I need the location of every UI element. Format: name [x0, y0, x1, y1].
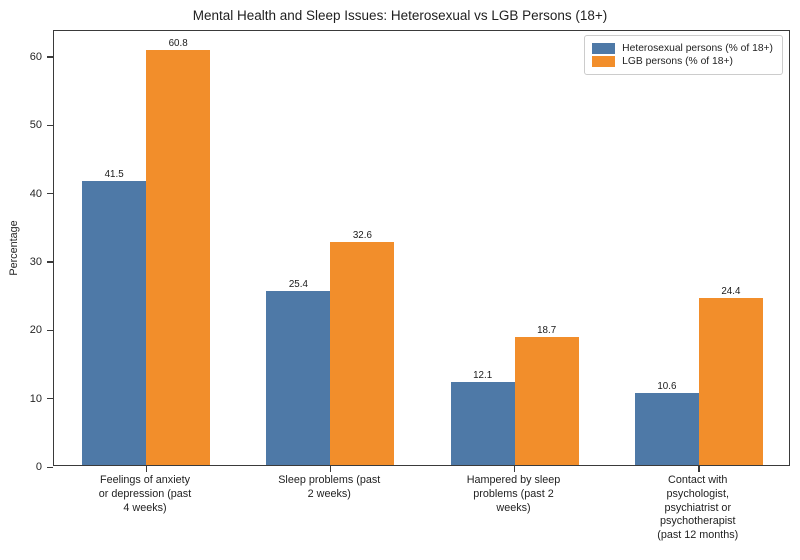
- x-tick-mark: [145, 466, 147, 472]
- x-tick-mark: [514, 466, 516, 472]
- y-tick-label: 30: [29, 255, 42, 268]
- legend-swatch-icon: [592, 56, 616, 67]
- x-tick-label: Feelings of anxiety or depression (past …: [98, 474, 192, 514]
- x-tick-mark: [329, 466, 332, 472]
- legend: Heterosexual persons (% of 18+) LGB perso…: [584, 35, 783, 75]
- bar-value-label: 60.8: [168, 37, 188, 49]
- y-tick-mark: [47, 56, 53, 58]
- legend-label: Heterosexual persons (% of 18+): [622, 43, 773, 54]
- bar-heterosexual-2: [450, 382, 515, 465]
- legend-swatch-icon: [592, 43, 616, 54]
- plot-area: Heterosexual persons (% of 18+) LGB perso…: [30, 30, 790, 473]
- bar-heterosexual-3: [634, 392, 699, 465]
- y-tick-label: 40: [29, 187, 42, 200]
- chart-title: Mental Health and Sleep Issues: Heterose…: [192, 8, 608, 23]
- bar-value-label: 12.1: [473, 370, 493, 382]
- y-tick-mark: [47, 124, 53, 127]
- y-tick-label: 20: [29, 324, 42, 337]
- y-tick-mark: [47, 193, 53, 195]
- y-tick-label: 50: [29, 119, 42, 132]
- legend-row: Heterosexual persons (% of 18+): [592, 43, 773, 54]
- bar-heterosexual-0: [82, 181, 147, 465]
- legend-row: LGB persons (% of 18+): [592, 56, 773, 67]
- bar-value-label: 18.7: [537, 325, 557, 337]
- x-tick-label: Contact with psychologist, psychiatrist …: [657, 474, 739, 542]
- legend-label: LGB persons (% of 18+): [622, 56, 733, 67]
- x-tick-mark: [698, 466, 700, 472]
- x-tick-label: Sleep problems (past 2 weeks): [278, 474, 381, 500]
- y-tick-label: 10: [29, 392, 42, 405]
- bar-lgb-0: [146, 49, 211, 465]
- bar-value-label: 32.6: [352, 230, 372, 242]
- y-tick-label: 0: [35, 461, 42, 473]
- bar-lgb-2: [514, 337, 579, 465]
- y-tick-mark: [47, 466, 53, 468]
- y-tick-label: 60: [29, 50, 42, 63]
- x-tick-label: Hampered by sleep problems (past 2 weeks…: [466, 474, 561, 514]
- y-axis-label: Percentage: [8, 220, 20, 276]
- bar-value-label: 41.5: [104, 169, 124, 181]
- y-tick-mark: [47, 329, 53, 332]
- bar-value-label: 10.6: [657, 380, 677, 392]
- bar-value-label: 24.4: [721, 286, 741, 298]
- bar-lgb-1: [330, 242, 395, 465]
- y-tick-mark: [47, 261, 53, 263]
- bar-lgb-3: [698, 298, 763, 465]
- bar-heterosexual-1: [266, 291, 331, 465]
- bar-value-label: 25.4: [288, 279, 308, 291]
- y-tick-mark: [47, 398, 53, 400]
